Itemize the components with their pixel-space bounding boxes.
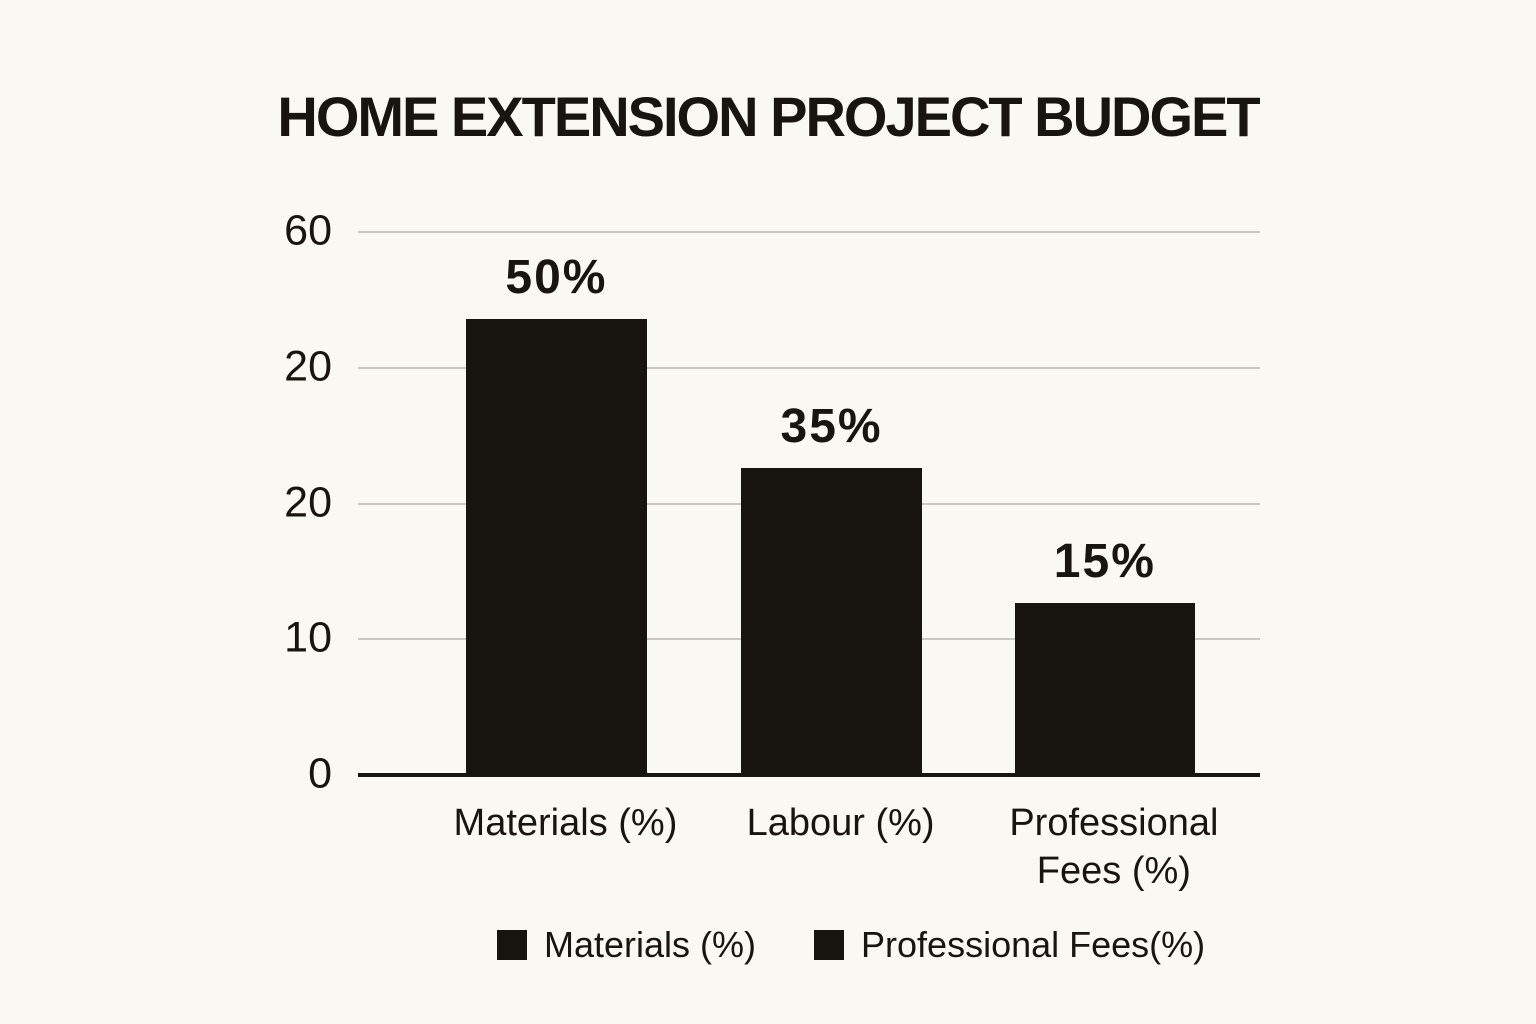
y-axis-tick-label: 10 xyxy=(284,613,332,662)
gridline xyxy=(358,366,1260,369)
bar-labour xyxy=(741,468,922,775)
x-axis-category-label-labour: Labour (%) xyxy=(746,802,935,844)
bar-materials xyxy=(466,318,647,775)
y-axis-tick-label: 60 xyxy=(284,206,332,255)
y-axis-tick-label: 20 xyxy=(284,342,332,391)
legend: Materials (%) Professional Fees(%) xyxy=(497,924,1205,966)
gridline xyxy=(358,231,1260,233)
plot-area: 60 20 20 10 0 50% 35% 15% xyxy=(284,207,1260,798)
legend-item-materials: Materials (%) xyxy=(497,924,756,966)
y-axis-tick-label: 0 xyxy=(308,749,332,798)
legend-label-professional-fees: Professional Fees(%) xyxy=(861,924,1206,965)
chart-title: HOME EXTENSION PROJECT BUDGET xyxy=(277,85,1260,148)
legend-label-materials: Materials (%) xyxy=(544,924,757,965)
x-axis-category-label-professional-fees: Professional Fees (%) xyxy=(1009,802,1219,892)
bar-professional-fees xyxy=(1014,602,1196,775)
y-axis-tick-label: 20 xyxy=(284,478,332,527)
legend-swatch-materials xyxy=(497,930,527,960)
legend-item-professional-fees: Professional Fees(%) xyxy=(814,924,1205,966)
bar-value-label-professional-fees: 15% xyxy=(1053,534,1156,588)
x-axis-category-label-materials: Materials (%) xyxy=(453,802,678,844)
x-axis-line xyxy=(358,773,1260,777)
bar-value-label-labour: 35% xyxy=(780,400,883,454)
x-axis-labels: Materials (%) Labour (%) Professional Fees… xyxy=(358,800,1260,910)
legend-swatch-professional-fees xyxy=(814,930,845,960)
bar-value-label-materials: 50% xyxy=(505,250,608,304)
